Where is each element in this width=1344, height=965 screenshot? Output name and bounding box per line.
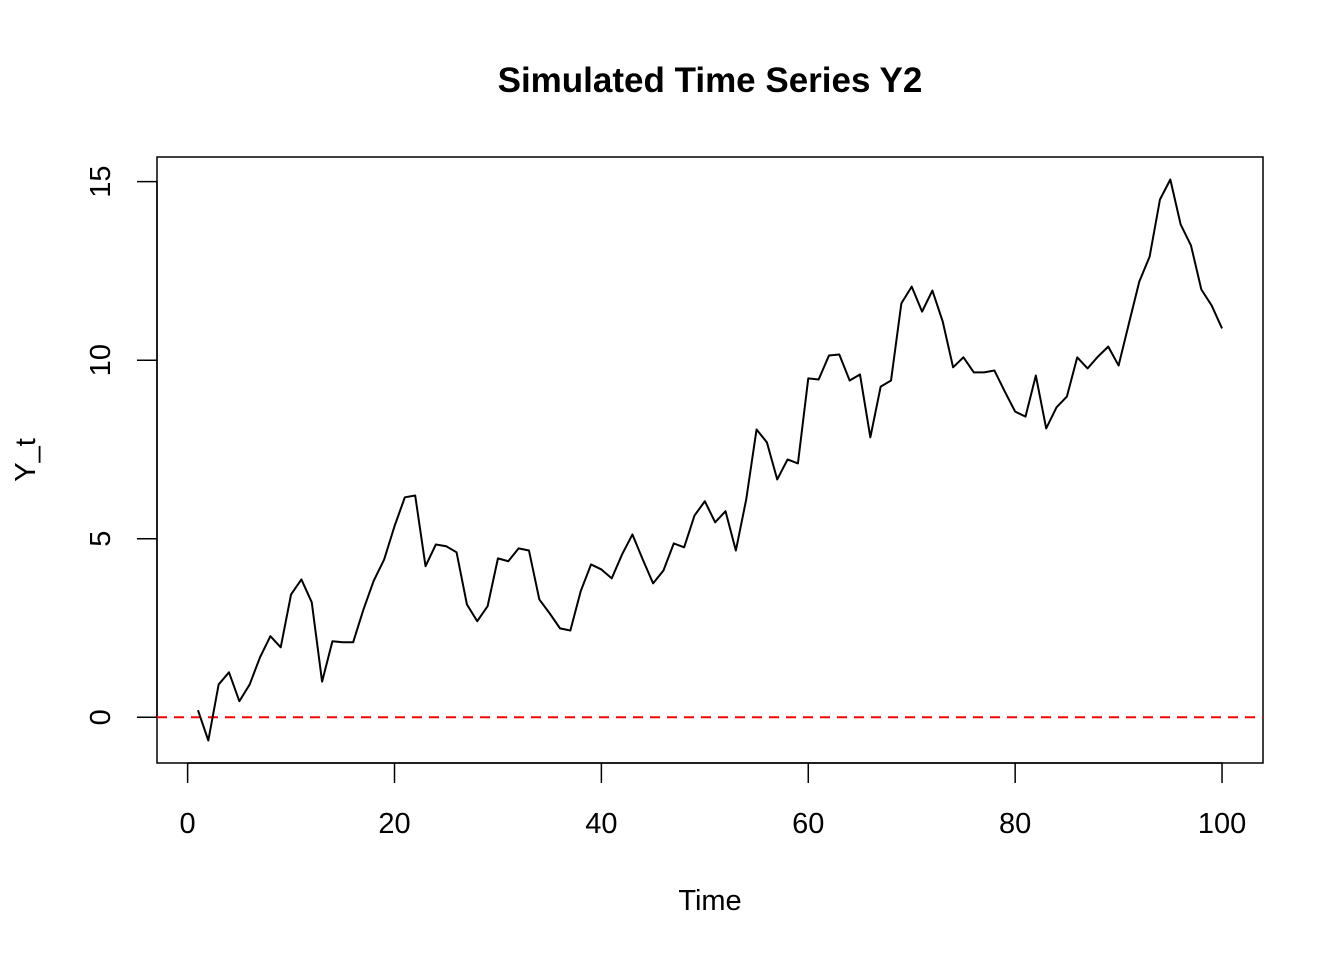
x-axis-label: Time	[678, 885, 741, 917]
y-tick-label: 15	[85, 166, 117, 198]
series-line-y2	[197, 178, 1223, 742]
x-tick-label: 40	[585, 808, 617, 840]
x-tick-label: 100	[1198, 808, 1246, 840]
x-tick-label: 20	[378, 808, 410, 840]
x-axis: 0 20 40 60 80 100	[180, 762, 1246, 840]
y-axis-label: Y_t	[10, 438, 42, 482]
y-axis: 0 5 10 15	[85, 166, 158, 725]
x-tick-label: 0	[180, 808, 196, 840]
chart-title: Simulated Time Series Y2	[498, 61, 923, 100]
x-tick-label: 60	[792, 808, 824, 840]
plot-frame	[156, 156, 1264, 764]
x-tick-label: 80	[999, 808, 1031, 840]
y-tick-label: 0	[85, 709, 117, 725]
y-tick-label: 10	[85, 344, 117, 376]
y-tick-label: 5	[85, 531, 117, 547]
